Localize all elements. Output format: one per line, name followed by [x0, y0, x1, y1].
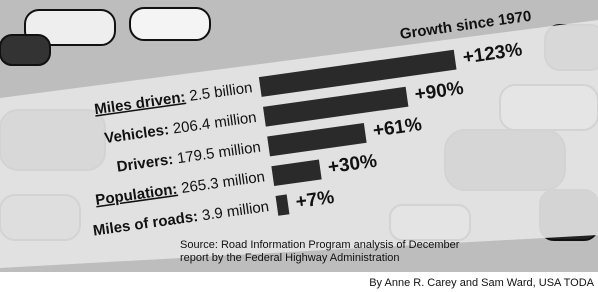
- source-line: report by the Federal Highway Administra…: [180, 252, 400, 264]
- chart: Source: Road Information Program analysi…: [0, 0, 598, 292]
- source-line: Source: Road Information Program analysi…: [180, 239, 460, 251]
- byline: By Anne R. Carey and Sam Ward, USA TODA: [369, 277, 594, 289]
